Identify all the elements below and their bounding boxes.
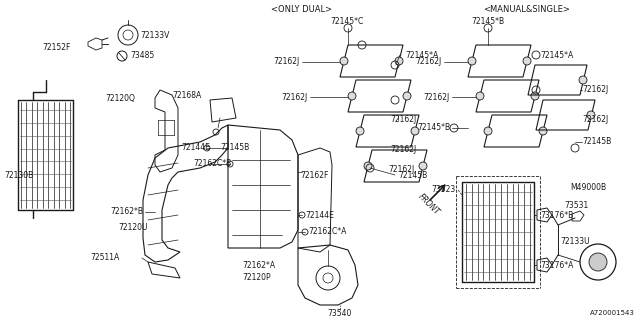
Circle shape — [395, 57, 403, 65]
Text: 72145B: 72145B — [220, 143, 249, 153]
Text: 72144E: 72144E — [305, 211, 334, 220]
Text: <ONLY DUAL>: <ONLY DUAL> — [271, 5, 333, 14]
Text: 72168A: 72168A — [172, 91, 201, 100]
Text: <MANUAL&SINGLE>: <MANUAL&SINGLE> — [484, 5, 570, 14]
Circle shape — [356, 127, 364, 135]
Text: 72145*C: 72145*C — [330, 18, 364, 27]
Text: 72162*A: 72162*A — [242, 260, 275, 269]
Text: 72162C*A: 72162C*A — [308, 228, 346, 236]
Text: 72145*B: 72145*B — [472, 18, 504, 27]
Text: 72511A: 72511A — [90, 253, 119, 262]
Text: 72162J: 72162J — [390, 116, 416, 124]
Circle shape — [484, 127, 492, 135]
Text: 72133V: 72133V — [140, 30, 170, 39]
Circle shape — [531, 92, 539, 100]
Text: 72152F: 72152F — [42, 44, 70, 52]
Text: 72144E: 72144E — [181, 143, 210, 153]
Text: 72162J: 72162J — [274, 58, 300, 67]
Circle shape — [476, 92, 484, 100]
Circle shape — [419, 162, 427, 170]
Circle shape — [403, 92, 411, 100]
Text: 72162J: 72162J — [424, 92, 450, 101]
Circle shape — [539, 127, 547, 135]
Circle shape — [348, 92, 356, 100]
Text: 72162J: 72162J — [416, 58, 442, 67]
Text: 72120U: 72120U — [118, 223, 147, 233]
Circle shape — [468, 57, 476, 65]
Text: 73523: 73523 — [432, 186, 456, 195]
Text: 72162J: 72162J — [282, 92, 308, 101]
Text: M49000B: M49000B — [570, 183, 606, 193]
Text: 72145*A: 72145*A — [405, 51, 438, 60]
Text: 72162C*B: 72162C*B — [193, 159, 231, 169]
Text: 72145*A: 72145*A — [540, 51, 573, 60]
Text: 73485: 73485 — [130, 52, 154, 60]
Text: 72162*B: 72162*B — [110, 207, 143, 217]
Text: 72145*B: 72145*B — [417, 124, 450, 132]
Text: FRONT: FRONT — [417, 192, 442, 217]
Circle shape — [587, 111, 595, 119]
Text: 72162J: 72162J — [390, 146, 416, 155]
Text: 73176*B: 73176*B — [540, 211, 573, 220]
Text: 72145B: 72145B — [582, 138, 611, 147]
Text: 72162J: 72162J — [582, 85, 608, 94]
Text: 73531: 73531 — [564, 201, 588, 210]
Circle shape — [523, 57, 531, 65]
Circle shape — [364, 162, 372, 170]
Circle shape — [579, 76, 587, 84]
Text: 72145B: 72145B — [398, 171, 428, 180]
Circle shape — [411, 127, 419, 135]
Text: 73176*A: 73176*A — [540, 260, 573, 269]
Circle shape — [340, 57, 348, 65]
Text: 72130B: 72130B — [4, 171, 33, 180]
Circle shape — [589, 253, 607, 271]
Text: 72162F: 72162F — [300, 171, 328, 180]
Text: 72162J: 72162J — [582, 116, 608, 124]
Text: 72133U: 72133U — [560, 237, 589, 246]
Text: 72162J: 72162J — [388, 165, 414, 174]
Text: A720001543: A720001543 — [590, 310, 635, 316]
Text: 72120Q: 72120Q — [105, 93, 135, 102]
Text: 72120P: 72120P — [242, 274, 271, 283]
Text: 73540: 73540 — [328, 309, 352, 318]
